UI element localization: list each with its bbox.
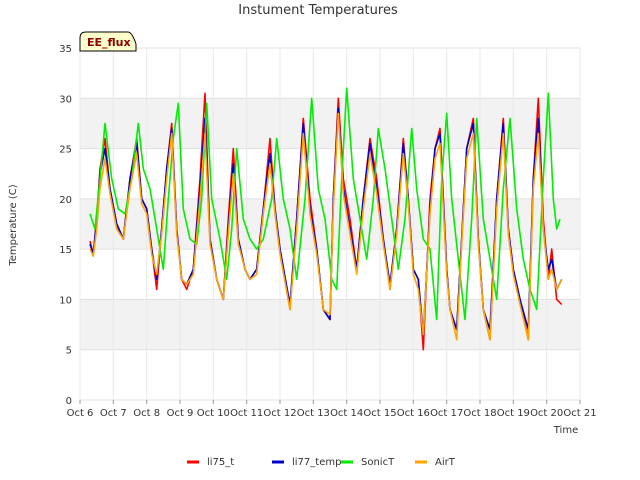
x-tick-label: Oct 15 bbox=[363, 408, 396, 419]
x-tick-label: Oct 18 bbox=[463, 408, 496, 419]
x-tick-label: Oct 11 bbox=[230, 408, 263, 419]
legend-item-SonicT: SonicT bbox=[341, 457, 395, 468]
y-tick-label: 20 bbox=[59, 195, 72, 206]
y-tick-label: 35 bbox=[59, 44, 72, 55]
x-tick-label: Oct 7 bbox=[100, 408, 127, 419]
legend-item-li77_temp: li77_temp bbox=[272, 457, 341, 468]
x-tick-label: Oct 17 bbox=[430, 408, 463, 419]
x-axis-ticks: Oct 6 Oct 7 Oct 8 Oct 9 Oct 10 Oct 11 Oct 12 Oc… bbox=[67, 400, 597, 419]
x-tick-label: Oct 19 bbox=[497, 408, 530, 419]
y-tick-label: 25 bbox=[59, 145, 72, 156]
x-tick-label: Oct 16 bbox=[397, 408, 430, 419]
x-tick-label: Oct 21 bbox=[563, 408, 596, 419]
legend-label: SonicT bbox=[361, 457, 395, 468]
x-axis-label: Time bbox=[553, 425, 578, 436]
legend-item-AirT: AirT bbox=[415, 457, 456, 468]
x-tick-label: Oct 13 bbox=[297, 408, 330, 419]
x-tick-label: Oct 8 bbox=[133, 408, 160, 419]
y-axis-label: Temperature (C) bbox=[8, 184, 19, 266]
series-layer bbox=[89, 87, 563, 351]
legend-label: AirT bbox=[435, 457, 456, 468]
x-tick-label: Oct 14 bbox=[330, 408, 363, 419]
plot-band bbox=[80, 98, 580, 149]
x-tick-label: Oct 10 bbox=[197, 408, 230, 419]
legend-label: li77_temp bbox=[292, 457, 341, 468]
series-line-SonicT bbox=[89, 87, 561, 321]
x-tick-label: Oct 12 bbox=[263, 408, 296, 419]
series-line-AirT bbox=[89, 112, 563, 341]
plot-band bbox=[80, 198, 580, 250]
x-tick-label: Oct 20 bbox=[530, 408, 563, 419]
ee-flux-badge: EE_flux bbox=[79, 31, 137, 52]
plot-background bbox=[80, 48, 580, 400]
legend-label: li75_t bbox=[207, 457, 234, 468]
y-tick-label: 5 bbox=[66, 346, 72, 357]
x-tick-label: Oct 9 bbox=[167, 408, 194, 419]
y-tick-label: 0 bbox=[66, 396, 72, 407]
legend: li75_t li77_temp SonicT AirT bbox=[187, 457, 456, 468]
x-tick-label: Oct 6 bbox=[67, 408, 94, 419]
ee-flux-badge-label: EE_flux bbox=[87, 36, 131, 49]
y-tick-label: 30 bbox=[59, 94, 72, 105]
chart-title: Instument Temperatures bbox=[238, 3, 398, 18]
y-tick-label: 10 bbox=[59, 295, 72, 306]
legend-item-li75_t: li75_t bbox=[187, 457, 234, 468]
y-tick-label: 15 bbox=[59, 245, 72, 256]
y-axis-ticks: 0 5 10 15 20 25 30 35 bbox=[59, 44, 72, 407]
